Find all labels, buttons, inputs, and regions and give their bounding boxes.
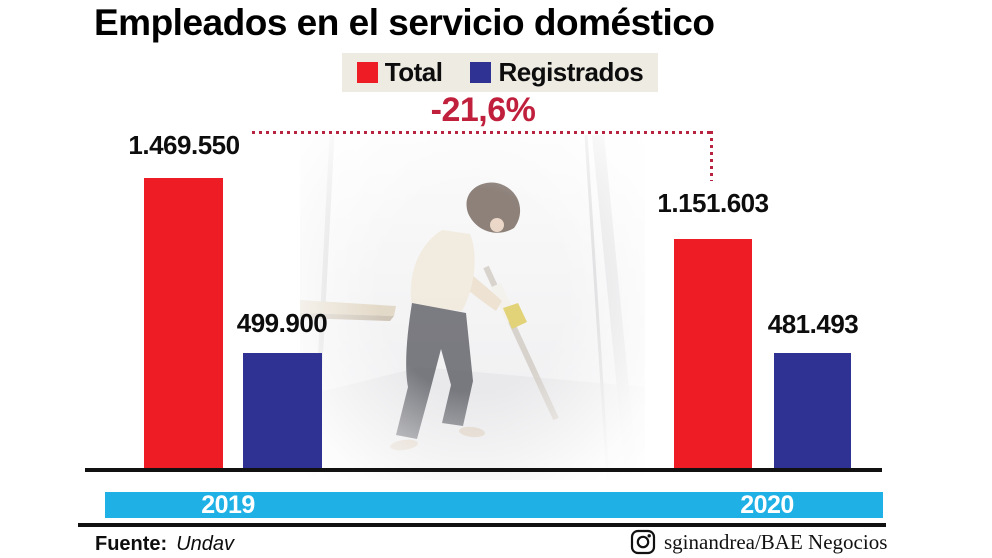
change-percentage-label: -21,6% (430, 91, 536, 129)
bar-registrados-2019 (243, 353, 322, 469)
legend: Total Registrados (342, 53, 658, 92)
dotted-connector-vertical (710, 131, 713, 181)
chart-title: Empleados en el servicio doméstico (94, 2, 715, 43)
source-value: Undav (176, 533, 235, 555)
instagram-icon (630, 529, 656, 555)
bar-registrados-2020 (774, 353, 851, 469)
credit-text: sginandrea/BAE Negocios (664, 529, 888, 554)
source-credit: Fuente: Undav (95, 532, 234, 556)
value-label-total-2019: 1.469.550 (128, 130, 240, 160)
legend-swatch-total (356, 62, 378, 83)
year-axis-band (105, 492, 883, 518)
value-label-registrados-2019: 499.900 (236, 308, 328, 338)
bar-total-2020 (674, 239, 752, 469)
author-credit: sginandrea/BAE Negocios (630, 528, 887, 556)
year-label-2020: 2020 (740, 491, 794, 519)
value-label-registrados-2020: 481.493 (767, 309, 859, 339)
value-label-total-2020: 1.151.603 (657, 188, 769, 218)
year-label-2019: 2019 (201, 491, 255, 519)
x-axis-line (85, 468, 882, 472)
footer-divider (78, 523, 886, 527)
dotted-connector-horizontal (252, 131, 712, 134)
source-label: Fuente: (95, 533, 168, 555)
legend-swatch-registrados (470, 62, 492, 83)
bar-total-2019 (144, 178, 223, 469)
photo-fade-overlay (300, 135, 645, 480)
legend-label-total: Total (384, 57, 443, 87)
legend-label-registrados: Registrados (498, 57, 644, 87)
